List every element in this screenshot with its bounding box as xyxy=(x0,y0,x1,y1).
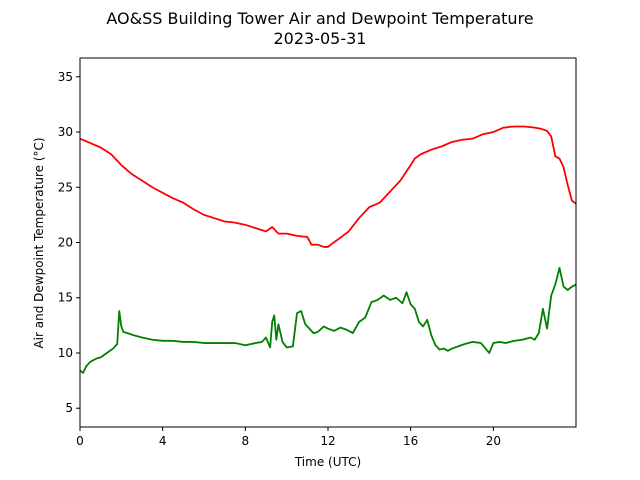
y-tick-label: 25 xyxy=(58,180,73,194)
x-axis-ticks: 0 4 8 12 16 20 xyxy=(76,427,501,448)
y-tick-label: 10 xyxy=(58,346,73,360)
x-tick-label: 0 xyxy=(76,434,84,448)
y-axis-label: Air and Dewpoint Temperature (°C) xyxy=(32,137,46,348)
y-tick-label: 5 xyxy=(65,401,73,415)
x-tick-label: 20 xyxy=(486,434,501,448)
plot-frame xyxy=(79,57,577,428)
x-tick-label: 4 xyxy=(159,434,167,448)
series-line-air xyxy=(79,125,577,248)
y-axis-ticks: 5 10 15 20 25 30 35 xyxy=(58,70,80,415)
chart-title: AO&SS Building Tower Air and Dewpoint Te… xyxy=(106,9,533,28)
chart-subtitle: 2023-05-31 xyxy=(274,29,367,48)
x-tick-label: 16 xyxy=(403,434,418,448)
plot-area xyxy=(80,58,576,427)
x-tick-label: 12 xyxy=(320,434,335,448)
x-tick-label: 8 xyxy=(242,434,250,448)
series-layer xyxy=(79,125,577,374)
y-tick-label: 30 xyxy=(58,125,73,139)
y-tick-label: 35 xyxy=(58,70,73,84)
x-axis-label: Time (UTC) xyxy=(294,455,361,469)
series-line-dewpoint xyxy=(79,267,577,374)
y-tick-label: 15 xyxy=(58,291,73,305)
y-tick-label: 20 xyxy=(58,236,73,250)
